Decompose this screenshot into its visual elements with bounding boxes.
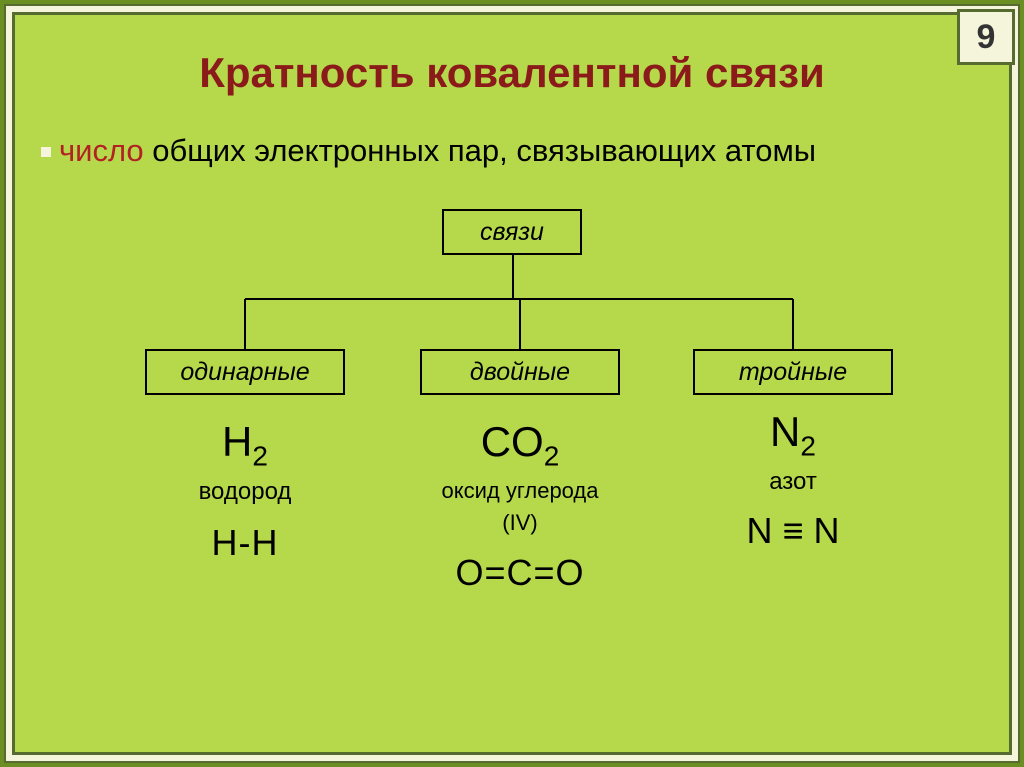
example-col-1: H2 водород H-H <box>145 419 345 564</box>
root-box: связи <box>442 209 582 255</box>
diagram-area: связи одинарные двойные тройные H2 водор… <box>15 209 1009 709</box>
structure-2: O=C=O <box>420 552 620 594</box>
formula-2: CO2 <box>420 419 620 472</box>
label-1: водород <box>145 478 345 506</box>
page-number: 9 <box>957 9 1015 65</box>
child-box-3: тройные <box>693 349 893 395</box>
mid-frame: 9 Кратность ковалентной связи число общи… <box>4 4 1020 763</box>
inner-frame: 9 Кратность ковалентной связи число общи… <box>12 12 1012 755</box>
formula-3: N2 <box>693 409 893 462</box>
structure-3: N ≡ N <box>693 510 893 552</box>
structure-1: H-H <box>145 522 345 564</box>
example-col-3: N2 азот N ≡ N <box>693 409 893 552</box>
child-box-2: двойные <box>420 349 620 395</box>
formula-1: H2 <box>145 419 345 472</box>
label-3: азот <box>693 468 893 496</box>
child-box-1: одинарные <box>145 349 345 395</box>
example-col-2: CO2 оксид углерода (IV) O=C=O <box>420 419 620 594</box>
label-2a: оксид углерода <box>420 478 620 504</box>
outer-frame: 9 Кратность ковалентной связи число общи… <box>0 0 1024 767</box>
subtitle-rest: общих электронных пар, связывающих атомы <box>144 133 816 168</box>
slide-subtitle: число общих электронных пар, связывающих… <box>59 133 1009 169</box>
label-2b: (IV) <box>420 510 620 536</box>
slide-title: Кратность ковалентной связи <box>15 49 1009 97</box>
subtitle-highlight: число <box>59 133 144 168</box>
